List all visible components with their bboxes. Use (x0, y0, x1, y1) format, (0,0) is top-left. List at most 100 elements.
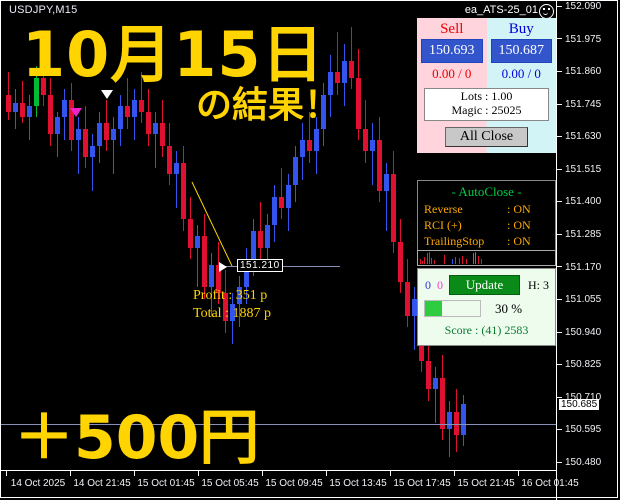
candle-body (412, 298, 417, 316)
candle-body (237, 287, 242, 305)
candle-body (76, 128, 81, 141)
candle-wick (435, 366, 436, 424)
price-tick: 150.940 (557, 327, 601, 338)
candle-body (349, 60, 354, 78)
magic-line: Magic : 25025 (451, 102, 522, 117)
price-tick: 151.400 (557, 196, 601, 207)
candle-body (146, 111, 151, 135)
update-button[interactable]: Update (449, 275, 520, 295)
indicator-bar (459, 258, 460, 264)
candle-body (104, 123, 109, 141)
indicator-bar (444, 255, 445, 264)
trailingstop-value: : ON (507, 234, 531, 249)
candle-body (454, 412, 459, 435)
candle-body (314, 128, 319, 152)
candle-body (356, 77, 361, 129)
order-price-tag: 151.210 (237, 259, 283, 272)
rci-label: RCI (+) (424, 218, 462, 233)
candle-wick (22, 80, 23, 124)
candle-body (300, 140, 305, 158)
candle-body (279, 196, 284, 209)
candle-body (286, 185, 291, 209)
price-tick: 150.710 (557, 392, 601, 403)
autoclose-row-trailingstop[interactable]: TrailingStop : ON (418, 233, 555, 249)
profit-note: Profit : 351 p (193, 288, 268, 303)
candle-body (97, 123, 102, 146)
candle-body (41, 77, 46, 95)
time-tick: 15 Oct 09:45 (265, 478, 323, 489)
candle-body (342, 60, 347, 84)
candle-wick (372, 123, 373, 186)
candle-body (139, 100, 144, 112)
time-tick: 15 Oct 21:45 (457, 478, 515, 489)
candle-wick (449, 400, 450, 458)
buy-price-button[interactable]: 150.687 (490, 39, 552, 63)
time-tick-mark (390, 471, 391, 476)
update-panel[interactable]: 0 0 Update H: 3 30 % Score : (41) 2583 (417, 268, 556, 346)
indicator-bar (475, 252, 476, 264)
price-tick: 151.285 (557, 229, 601, 240)
time-tick: 14 Oct 21:45 (73, 478, 131, 489)
candle-wick (281, 168, 282, 220)
candle-body (265, 225, 270, 248)
candle-body (447, 412, 452, 429)
lots-magic-box: Lots : 1.00 Magic : 25025 (424, 88, 549, 121)
candle-body (461, 403, 466, 435)
indicator-bar (481, 259, 482, 264)
candle-wick (176, 151, 177, 209)
ea-trade-panel[interactable]: Sell 150.693 0.00 / 0 Buy 150.687 0.00 /… (417, 18, 556, 153)
candle-body (27, 106, 32, 118)
price-tick: 150.595 (557, 424, 601, 435)
all-close-button[interactable]: All Close (444, 126, 529, 147)
indicator-bar (455, 257, 456, 264)
price-tick: 151.745 (557, 99, 601, 110)
chart-symbol-label: USDJPY,M15 (9, 4, 78, 16)
autoclose-panel[interactable]: - AutoClose - Reverse : ON RCI (+) : ON … (417, 180, 556, 256)
candle-body (174, 162, 179, 175)
smiley-face-icon[interactable] (539, 4, 554, 19)
indicator-bar (427, 253, 428, 264)
rci-value: : ON (507, 218, 531, 233)
candle-body (132, 100, 137, 118)
sell-position-info: 0.00 / 0 (432, 66, 472, 81)
time-scale[interactable]: 14 Oct 2025 14 Oct 21:45 15 Oct 01:45 15 Oc… (0, 470, 579, 500)
candle-wick (141, 72, 142, 124)
sell-arrow-marker (70, 108, 82, 117)
time-tick: 15 Oct 05:45 (201, 478, 259, 489)
candle-body (251, 230, 256, 260)
sell-buy-row: Sell 150.693 0.00 / 0 Buy 150.687 0.00 /… (417, 18, 556, 86)
time-tick-mark (262, 471, 263, 476)
candle-wick (127, 77, 128, 129)
indicator-bar (466, 259, 467, 264)
candle-body (272, 196, 277, 226)
autoclose-row-reverse[interactable]: Reverse : ON (418, 201, 555, 217)
sell-price-button[interactable]: 150.693 (421, 39, 483, 63)
autoclose-row-rci[interactable]: RCI (+) : ON (418, 217, 555, 233)
indicator-bar (429, 252, 430, 264)
candle-body (433, 378, 438, 390)
candle-body (328, 72, 333, 95)
score-label: Score : (41) 2583 (444, 323, 529, 337)
entry-arrow-marker (219, 262, 227, 272)
progress-bar (424, 300, 481, 317)
indicator-bar (420, 259, 421, 264)
mini-indicator-strip (417, 250, 556, 266)
candle-body (258, 230, 263, 248)
sell-column: Sell 150.693 0.00 / 0 (417, 18, 487, 86)
buy-title: Buy (508, 21, 534, 37)
candle-body (223, 293, 228, 322)
candle-wick (386, 162, 387, 231)
candle-body (13, 103, 18, 112)
price-tick: 151.975 (557, 34, 601, 45)
candle-body (55, 117, 60, 135)
buy-position-info: 0.00 / 0 (501, 66, 541, 81)
indicator-bar (424, 257, 425, 264)
price-scale[interactable]: 152.090 151.975 151.860 151.745 151.630 151.5… (556, 0, 620, 500)
candle-body (69, 100, 74, 141)
autoclose-title: - AutoClose - (451, 184, 522, 199)
candle-body (244, 259, 249, 288)
indicator-bar (422, 261, 423, 264)
candle-wick (414, 287, 415, 350)
time-tick-mark (70, 471, 71, 476)
indicator-bar (462, 256, 463, 264)
